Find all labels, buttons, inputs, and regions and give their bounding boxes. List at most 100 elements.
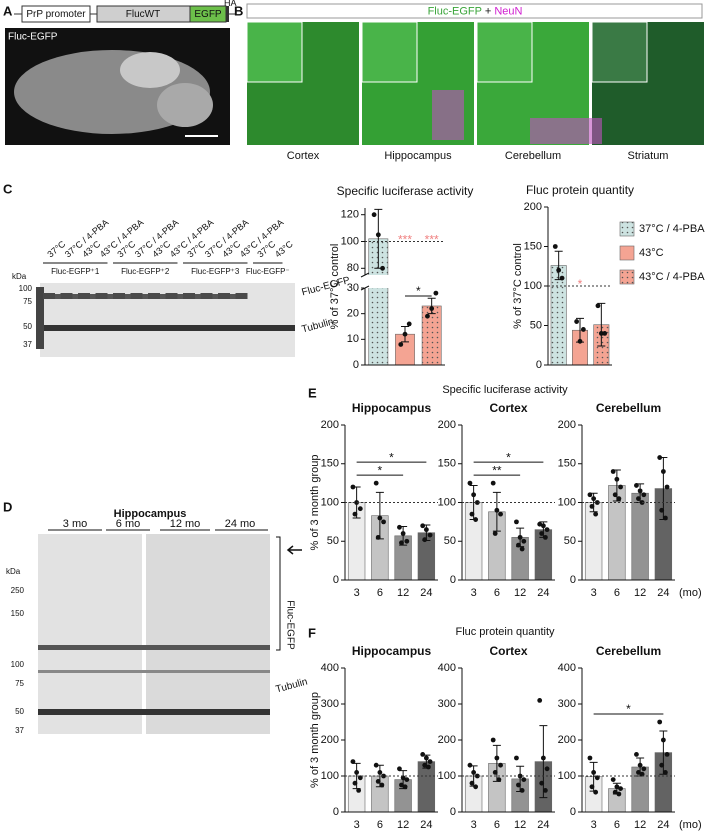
data-point xyxy=(639,771,645,777)
panel-label: A xyxy=(3,3,13,18)
blot-band xyxy=(38,709,270,715)
data-point xyxy=(539,531,545,536)
data-point xyxy=(537,521,543,527)
age-label: 12 mo xyxy=(170,518,201,530)
x-tick-label: 24 xyxy=(420,819,432,831)
x-tick-label: 6 xyxy=(494,819,500,831)
data-point xyxy=(498,511,503,517)
kda-value: 37 xyxy=(15,726,24,735)
y-tick-label: 300 xyxy=(438,698,456,710)
x-tick-label: 12 xyxy=(634,819,646,831)
y-tick-label: 200 xyxy=(558,734,576,746)
x-tick-label: 24 xyxy=(657,587,669,599)
data-point xyxy=(406,321,412,327)
data-point xyxy=(474,500,480,505)
data-point xyxy=(641,492,647,498)
data-point xyxy=(357,506,363,512)
group-label: Fluc-EGFP⁺3 xyxy=(191,267,240,276)
x-tick-label: 3 xyxy=(591,819,597,831)
bar xyxy=(421,305,442,366)
promoter-box xyxy=(21,5,91,23)
x-tick-label: 6 xyxy=(377,819,383,831)
data-point xyxy=(539,780,545,786)
ladder xyxy=(36,287,44,349)
data-point xyxy=(544,766,550,772)
blot-lane xyxy=(113,293,125,299)
data-point xyxy=(662,515,668,521)
x-tick-label: 12 xyxy=(514,587,526,599)
y-tick-label: 0 xyxy=(450,806,456,818)
kda-value: 150 xyxy=(11,609,25,618)
data-point xyxy=(400,531,406,536)
y-tick-label: 0 xyxy=(450,574,456,586)
inset xyxy=(591,21,648,83)
x-tick-label: 3 xyxy=(591,587,597,599)
y-tick-label: 0 xyxy=(536,359,542,371)
data-point xyxy=(492,531,498,536)
y-tick-label: 80 xyxy=(347,262,359,274)
data-point xyxy=(373,762,379,768)
inset xyxy=(361,21,418,83)
data-point xyxy=(420,523,426,529)
y-tick-label: 50 xyxy=(327,535,339,547)
data-point xyxy=(614,784,620,790)
significance-label: * xyxy=(626,702,631,716)
y-tick-label: 50 xyxy=(530,319,542,331)
y-tick-label: 0 xyxy=(333,806,339,818)
data-point xyxy=(618,786,623,791)
data-point xyxy=(381,773,386,779)
y-tick-label: 100 xyxy=(321,770,339,782)
band-label: Tubulin xyxy=(275,676,309,695)
data-point xyxy=(637,488,643,494)
brain-region xyxy=(120,52,180,88)
chart-title: Cortex xyxy=(489,644,527,658)
blot-lane xyxy=(218,293,230,299)
band-label: Fluc-EGFP xyxy=(301,275,352,299)
y-tick-label: 200 xyxy=(558,419,576,431)
data-point xyxy=(514,755,519,761)
stain-plus: + xyxy=(482,5,495,17)
data-point xyxy=(397,766,402,772)
data-point xyxy=(589,503,595,509)
data-point xyxy=(352,780,358,786)
blot-image xyxy=(38,534,142,734)
data-point xyxy=(422,762,428,768)
legend-swatch xyxy=(619,221,635,237)
kda-label: kDa xyxy=(6,567,21,576)
data-point xyxy=(591,496,597,502)
y-tick-label: 200 xyxy=(524,201,542,213)
stain-2: NeuN xyxy=(494,5,522,17)
data-point xyxy=(517,534,523,540)
y-tick-label: 300 xyxy=(558,698,576,710)
data-point xyxy=(662,770,668,775)
x-tick-label: 24 xyxy=(537,819,549,831)
blot-lane xyxy=(95,293,108,299)
x-tick-label: 6 xyxy=(614,819,620,831)
data-point xyxy=(594,775,600,781)
blot-band xyxy=(38,645,270,650)
data-point xyxy=(602,331,608,336)
y-tick-label: 200 xyxy=(321,419,339,431)
panel-label: C xyxy=(3,181,13,196)
significance-label: * xyxy=(506,450,511,464)
data-point xyxy=(404,538,410,544)
significance-mark: *** xyxy=(425,233,439,247)
data-point xyxy=(375,779,381,784)
data-point xyxy=(657,455,663,460)
blot-lane xyxy=(183,293,195,299)
data-point xyxy=(375,232,381,238)
x-tick-label: 3 xyxy=(471,587,477,599)
data-point xyxy=(657,719,663,725)
significance-label: * xyxy=(416,284,421,298)
data-point xyxy=(350,484,356,490)
kda-value: 100 xyxy=(19,284,33,293)
y-tick-label: 150 xyxy=(438,458,456,470)
data-point xyxy=(402,784,408,790)
ha-box xyxy=(226,6,229,22)
region-label: Striatum xyxy=(628,150,669,162)
chart-title: Specific luciferase activity xyxy=(337,184,474,198)
data-point xyxy=(473,784,479,790)
data-point xyxy=(514,519,519,525)
data-point xyxy=(354,770,360,775)
